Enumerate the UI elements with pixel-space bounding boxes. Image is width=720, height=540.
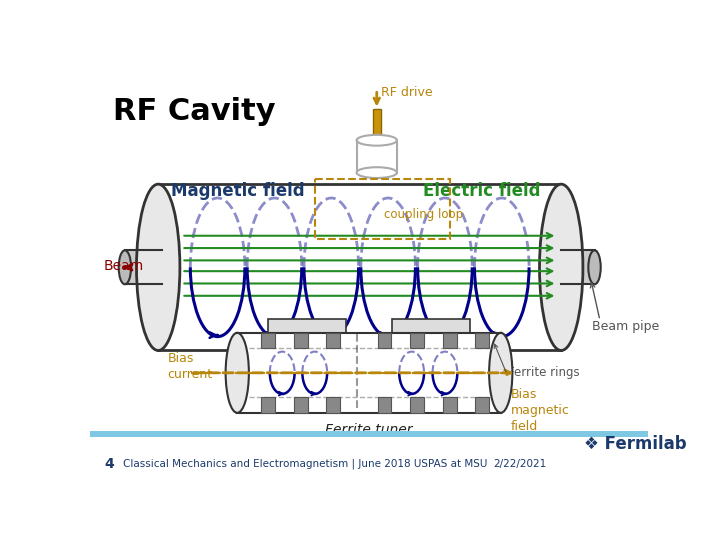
Bar <box>373 110 381 139</box>
Text: 4: 4 <box>104 457 114 471</box>
Bar <box>443 333 456 348</box>
Text: Bias
current: Bias current <box>168 352 212 381</box>
Bar <box>475 333 489 348</box>
Bar <box>261 333 275 348</box>
Bar <box>326 333 341 348</box>
Ellipse shape <box>539 184 583 350</box>
Text: Bias
magnetic
field: Bias magnetic field <box>510 388 570 433</box>
Bar <box>238 333 500 413</box>
Bar <box>377 397 392 413</box>
Bar <box>392 319 469 350</box>
Ellipse shape <box>356 167 397 178</box>
Text: coupling loop: coupling loop <box>384 208 463 221</box>
Ellipse shape <box>225 333 249 413</box>
Text: Beam: Beam <box>104 259 144 273</box>
Bar <box>294 397 307 413</box>
Text: ❖ Fermilab: ❖ Fermilab <box>585 435 687 453</box>
Text: Classical Mechanics and Electromagnetism | June 2018 USPAS at MSU: Classical Mechanics and Electromagnetism… <box>122 458 487 469</box>
Ellipse shape <box>489 333 513 413</box>
Bar <box>356 140 397 173</box>
Text: Electric field: Electric field <box>423 182 541 200</box>
Bar <box>90 431 648 437</box>
Ellipse shape <box>119 251 131 284</box>
Bar <box>443 397 456 413</box>
Text: Magnetic field: Magnetic field <box>171 182 305 200</box>
Ellipse shape <box>137 184 180 350</box>
Text: Ferrite tuner: Ferrite tuner <box>325 423 413 437</box>
Text: Beam pipe: Beam pipe <box>593 320 660 333</box>
Bar <box>410 397 424 413</box>
Ellipse shape <box>588 251 600 284</box>
Bar <box>158 184 561 350</box>
Text: Ferrite rings: Ferrite rings <box>508 366 580 379</box>
Bar <box>261 397 275 413</box>
Bar <box>410 333 424 348</box>
Text: RF Cavity: RF Cavity <box>113 97 276 126</box>
Bar <box>326 397 341 413</box>
Bar <box>561 251 598 284</box>
Bar <box>294 333 307 348</box>
Bar <box>315 179 451 239</box>
Text: RF drive: RF drive <box>381 86 432 99</box>
Bar <box>475 397 489 413</box>
Text: 2/22/2021: 2/22/2021 <box>493 458 546 469</box>
Bar <box>377 333 392 348</box>
Bar <box>269 319 346 350</box>
Ellipse shape <box>356 135 397 146</box>
Bar <box>125 251 162 284</box>
